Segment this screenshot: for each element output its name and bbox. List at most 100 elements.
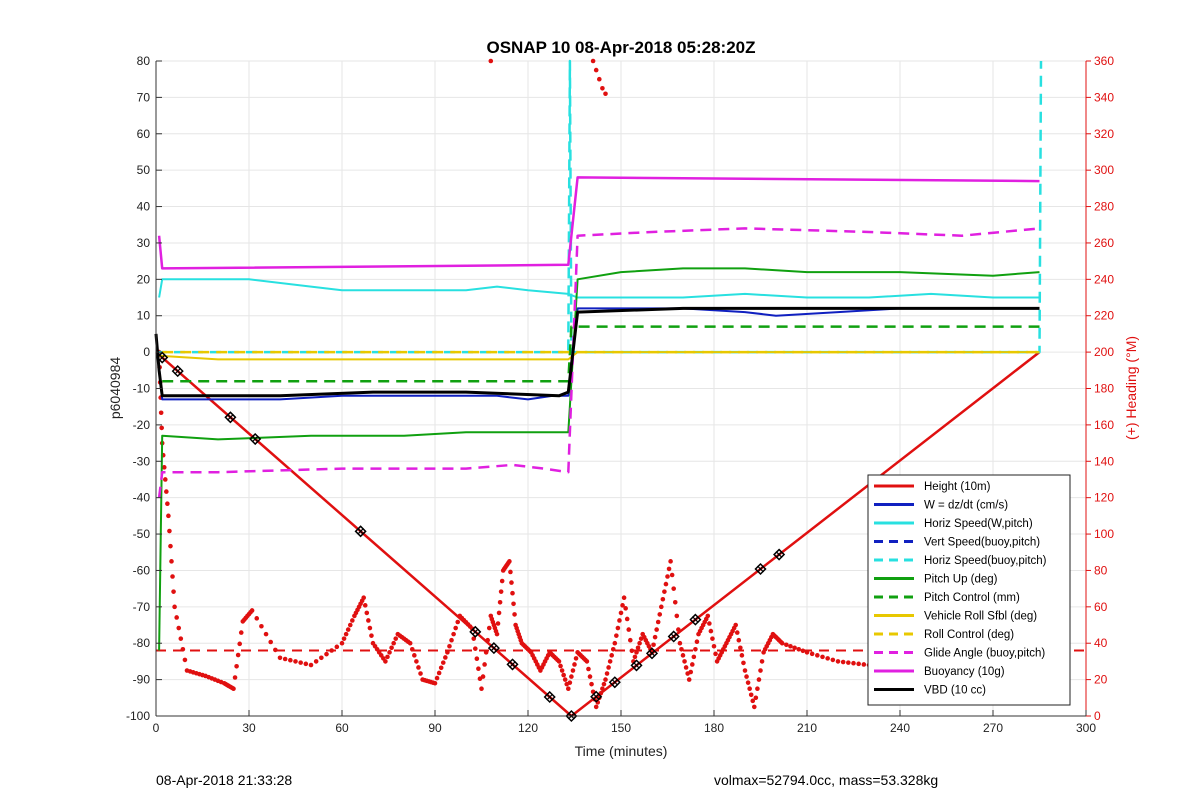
height-marker-cross bbox=[546, 693, 554, 701]
heading-point bbox=[736, 637, 742, 643]
x-tick-label: 270 bbox=[983, 721, 1003, 735]
x-tick-label: 30 bbox=[242, 721, 256, 735]
heading-point bbox=[496, 610, 502, 616]
series-line bbox=[158, 307, 1040, 401]
heading-point bbox=[758, 668, 763, 673]
heading-point bbox=[273, 647, 278, 653]
heading-point bbox=[663, 581, 669, 587]
heading-point bbox=[779, 640, 785, 646]
heading-point bbox=[451, 631, 456, 637]
y2-tick-label: 300 bbox=[1094, 163, 1114, 177]
heading-point bbox=[739, 653, 745, 658]
heading-point bbox=[748, 692, 754, 698]
heading-point bbox=[409, 646, 415, 652]
heading-point bbox=[600, 85, 605, 91]
heading-point bbox=[559, 668, 565, 673]
heading-point bbox=[665, 574, 670, 579]
heading-point bbox=[604, 671, 610, 676]
y2-tick-label: 60 bbox=[1094, 600, 1108, 614]
heading-point bbox=[593, 67, 599, 73]
heading-point bbox=[486, 625, 492, 631]
height-marker-cross bbox=[226, 413, 234, 421]
heading-point bbox=[744, 674, 749, 679]
heading-point bbox=[432, 680, 438, 686]
heading-point bbox=[277, 655, 283, 661]
heading-point bbox=[303, 661, 309, 667]
heading-point bbox=[861, 662, 867, 667]
heading-point bbox=[682, 659, 687, 664]
y-tick-label: -60 bbox=[133, 563, 151, 577]
heading-point bbox=[488, 58, 494, 64]
height-marker bbox=[506, 658, 519, 671]
heading-point bbox=[680, 653, 686, 658]
heading-point bbox=[171, 589, 176, 594]
heading-point bbox=[601, 681, 607, 687]
y-tick-label: 0 bbox=[143, 345, 150, 359]
heading-point bbox=[733, 622, 738, 628]
height-marker bbox=[590, 690, 603, 703]
heading-point bbox=[570, 668, 576, 673]
height-marker-cross bbox=[691, 616, 699, 624]
height-marker bbox=[354, 525, 367, 538]
heading-point bbox=[809, 651, 815, 657]
heading-point bbox=[632, 654, 638, 660]
heading-point bbox=[445, 650, 450, 655]
heading-point bbox=[745, 680, 751, 685]
heading-point bbox=[584, 659, 590, 664]
heading-point bbox=[180, 646, 186, 652]
heading-point bbox=[169, 559, 174, 564]
series-line bbox=[157, 176, 1040, 270]
heading-point bbox=[784, 642, 789, 648]
heading-point bbox=[495, 621, 501, 626]
y-tick-label: -80 bbox=[133, 636, 151, 650]
heading-point bbox=[480, 674, 486, 679]
y-tick-label: -40 bbox=[133, 491, 151, 505]
heading-point bbox=[752, 704, 757, 710]
heading-point bbox=[497, 599, 503, 605]
height-marker-cross bbox=[648, 649, 656, 657]
heading-point bbox=[615, 625, 621, 631]
height-marker bbox=[608, 676, 621, 689]
heading-point bbox=[282, 656, 288, 662]
legend-label: W = dz/dt (cm/s) bbox=[924, 500, 1008, 512]
heading-point bbox=[449, 637, 454, 643]
y2-tick-label: 320 bbox=[1094, 127, 1114, 141]
heading-point bbox=[483, 650, 489, 655]
height-marker bbox=[156, 351, 169, 364]
y2-tick-label: 340 bbox=[1094, 90, 1114, 104]
y-tick-label: -100 bbox=[126, 709, 150, 723]
heading-point bbox=[566, 686, 571, 692]
heading-point bbox=[474, 656, 480, 661]
heading-point bbox=[668, 559, 673, 564]
heading-point bbox=[666, 566, 672, 572]
heading-point bbox=[830, 657, 836, 663]
heading-point bbox=[671, 586, 676, 591]
heading-point bbox=[414, 659, 419, 664]
height-marker-cross bbox=[251, 435, 259, 443]
height-marker bbox=[667, 630, 680, 643]
heading-point bbox=[840, 659, 846, 665]
heading-point bbox=[693, 646, 698, 652]
heading-point bbox=[651, 642, 656, 648]
y2-tick-label: 40 bbox=[1094, 636, 1108, 650]
height-marker bbox=[645, 647, 659, 660]
heading-point bbox=[361, 595, 367, 601]
legend-label: Height (10m) bbox=[924, 481, 991, 493]
x-tick-label: 210 bbox=[797, 721, 817, 735]
heading-point bbox=[494, 631, 500, 637]
heading-point bbox=[471, 636, 477, 641]
heading-point bbox=[453, 625, 458, 631]
heading-point bbox=[389, 645, 394, 651]
heading-point bbox=[259, 623, 264, 629]
heading-point bbox=[851, 660, 856, 666]
y2-tick-label: 260 bbox=[1094, 236, 1114, 250]
heading-point bbox=[158, 410, 164, 416]
footer-timestamp: 08-Apr-2018 21:33:28 bbox=[156, 772, 293, 788]
heading-point bbox=[440, 660, 446, 665]
heading-point bbox=[347, 622, 353, 628]
heading-point bbox=[652, 634, 658, 640]
x-tick-label: 60 bbox=[335, 721, 349, 735]
heading-point bbox=[383, 659, 388, 664]
heading-point bbox=[235, 652, 241, 658]
